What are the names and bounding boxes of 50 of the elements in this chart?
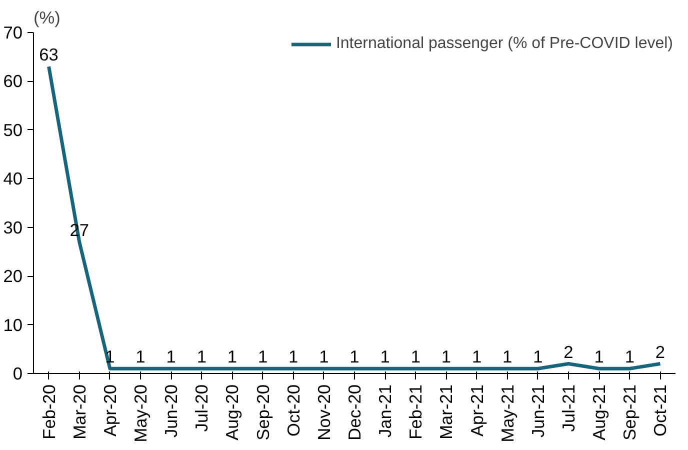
- y-tick-label: 60: [3, 71, 23, 92]
- x-tick-label: Aug-21: [589, 384, 610, 440]
- x-tick-label: Jun-20: [161, 384, 182, 438]
- x-tick-label: Mar-21: [436, 384, 456, 440]
- data-label: 1: [594, 346, 604, 367]
- data-label: 1: [350, 346, 360, 367]
- data-label: 1: [441, 346, 452, 367]
- data-label: 1: [410, 346, 420, 367]
- data-label: 2: [564, 342, 574, 362]
- x-tick-label: Apr-20: [100, 384, 120, 437]
- data-label: 1: [380, 346, 390, 367]
- data-label: 1: [196, 346, 206, 367]
- x-tick-label: Apr-21: [466, 384, 487, 437]
- x-tick-label: Jul-20: [192, 384, 212, 432]
- data-label: 1: [533, 346, 543, 367]
- data-label: 63: [39, 44, 58, 65]
- data-label: 1: [502, 346, 512, 367]
- x-tick-label: Sep-21: [620, 384, 640, 440]
- y-tick-label: 20: [3, 266, 23, 286]
- x-tick-label: Jan-21: [375, 384, 396, 438]
- data-label: 1: [319, 346, 329, 367]
- y-tick-label: 30: [3, 217, 23, 238]
- x-tick-label: Mar-20: [69, 384, 90, 440]
- x-tick-label: Jul-21: [558, 384, 578, 432]
- y-tick-label: 50: [3, 120, 23, 140]
- y-tick-label: 10: [3, 314, 23, 335]
- x-tick-label: Oct-21: [650, 384, 670, 436]
- data-label: 1: [258, 346, 268, 367]
- x-tick-label: Feb-21: [406, 384, 426, 440]
- data-label: 1: [136, 346, 146, 367]
- data-label: 1: [288, 346, 298, 367]
- x-tick-label: Oct-20: [283, 384, 304, 436]
- data-label: 1: [227, 346, 238, 367]
- y-tick-label: 70: [3, 22, 23, 42]
- x-tick-label: May-21: [497, 384, 518, 442]
- x-tick-label: Sep-20: [252, 384, 273, 440]
- x-tick-label: Aug-20: [222, 384, 242, 440]
- data-label: 1: [624, 346, 634, 367]
- data-label: 1: [472, 346, 482, 367]
- x-tick-label: Feb-20: [38, 384, 59, 440]
- y-tick-label: 0: [12, 364, 23, 384]
- data-label: 2: [655, 342, 666, 362]
- y-axis-title: (%): [34, 8, 60, 28]
- x-tick-label: Nov-20: [314, 384, 334, 440]
- y-tick-label: 40: [3, 168, 23, 189]
- x-tick-label: Jun-21: [528, 384, 548, 438]
- data-label: 1: [166, 346, 176, 367]
- x-tick-label: May-20: [130, 384, 150, 442]
- x-tick-label: Dec-20: [344, 384, 364, 440]
- legend-label: International passenger (% of Pre-COVID level): [336, 35, 673, 53]
